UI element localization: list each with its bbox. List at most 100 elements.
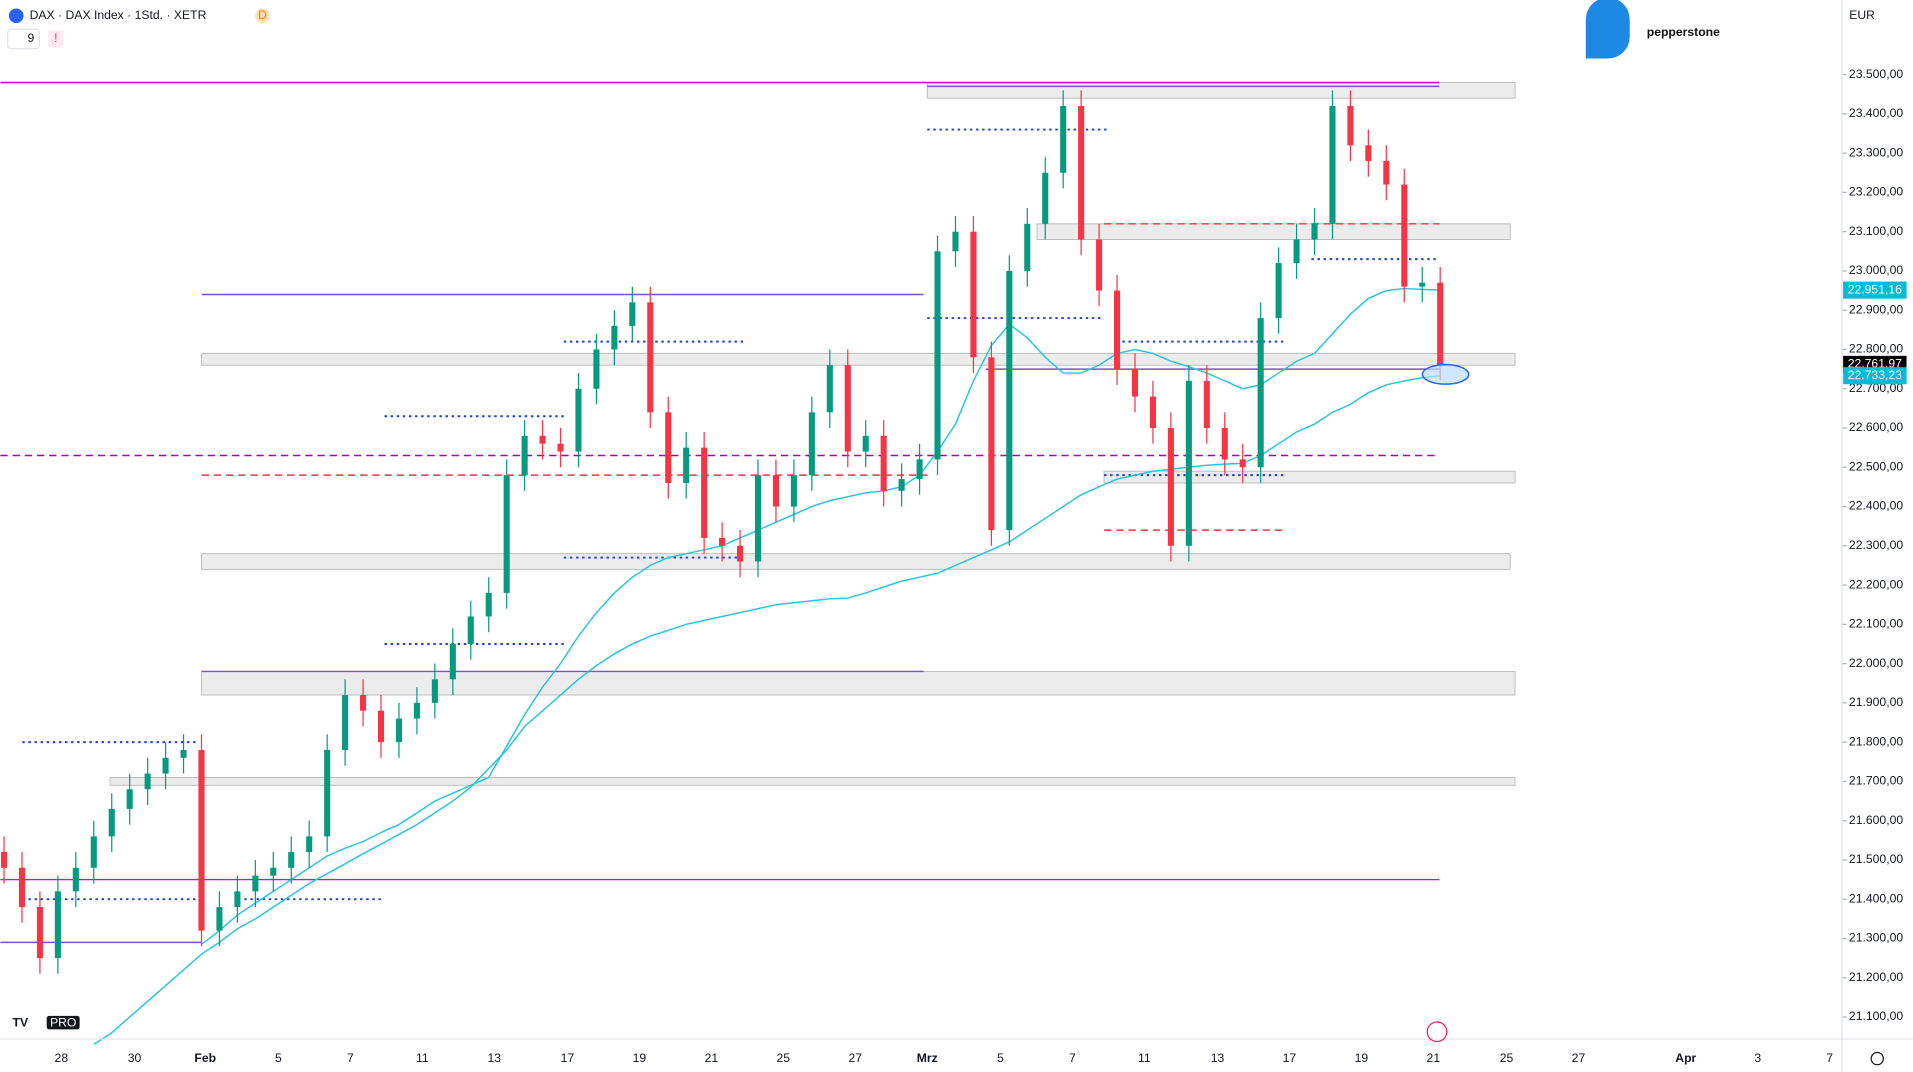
candle-body — [970, 231, 977, 358]
y-tick-label: 21.800,00 — [1849, 734, 1903, 748]
candle-body — [754, 475, 762, 562]
zone — [1036, 223, 1511, 241]
x-tick-label: 19 — [633, 1051, 647, 1065]
candle-body — [395, 718, 403, 743]
candle-body — [18, 867, 26, 908]
candle-body — [36, 907, 43, 959]
candle-body — [808, 412, 815, 476]
y-tick-label: 22.100,00 — [1849, 617, 1903, 631]
candle-body — [0, 852, 8, 868]
candle-body — [1185, 380, 1192, 546]
moving-average — [201, 287, 1441, 945]
y-tick-label: 21.500,00 — [1849, 852, 1903, 866]
x-tick-label: 21 — [1427, 1051, 1441, 1065]
y-tick-label: 22.900,00 — [1849, 302, 1903, 316]
zone — [1103, 470, 1516, 484]
candle-body — [1437, 282, 1444, 365]
y-tick-label: 21.600,00 — [1849, 813, 1903, 827]
candle-body — [826, 365, 833, 413]
symbol-icon — [8, 8, 24, 24]
x-tick-label: 7 — [1069, 1051, 1076, 1065]
candle-body — [1401, 184, 1408, 287]
indicator-toggle[interactable] — [7, 28, 40, 50]
candle-body — [1006, 270, 1013, 531]
candle-body — [1203, 380, 1210, 429]
candle-body — [772, 475, 780, 507]
candle-body — [1329, 106, 1336, 224]
alert-bg — [47, 30, 64, 48]
x-tick-label: 28 — [55, 1051, 69, 1065]
candle-body — [629, 302, 636, 326]
candle-body — [988, 357, 995, 531]
y-tick-label: 23.200,00 — [1849, 185, 1903, 199]
candle-body — [1347, 106, 1354, 146]
candle-body — [1149, 396, 1156, 429]
indicator-count: 9 — [27, 31, 34, 45]
candle-body — [575, 388, 582, 452]
x-tick-label: 7 — [347, 1051, 354, 1065]
price-label: 22.733,23 — [1848, 368, 1902, 382]
y-tick-label: 21.900,00 — [1849, 695, 1903, 709]
candle-body — [521, 435, 528, 476]
candle-body — [467, 616, 474, 644]
y-tick-label: 22.200,00 — [1849, 577, 1903, 591]
candle-body — [1131, 369, 1139, 397]
candle-body — [431, 679, 438, 703]
brand-logo — [1585, 0, 1630, 59]
x-tick-label: 17 — [1283, 1051, 1297, 1065]
candle-body — [844, 365, 851, 452]
currency[interactable]: EUR — [1849, 8, 1875, 22]
candle-body — [1078, 106, 1085, 240]
replay-icon[interactable] — [1426, 1021, 1448, 1043]
x-tick-label: 13 — [1211, 1051, 1225, 1065]
candle-body — [1275, 263, 1282, 319]
y-tick-label: 23.400,00 — [1849, 106, 1903, 120]
candle-body — [719, 537, 726, 546]
candle-body — [1311, 223, 1318, 240]
candle-body — [252, 875, 259, 892]
x-tick-label: 13 — [488, 1051, 502, 1065]
y-tick-label: 22.500,00 — [1849, 459, 1903, 473]
x-tick-label: 19 — [1355, 1051, 1369, 1065]
x-tick-label: 3 — [1754, 1051, 1761, 1065]
candle-body — [665, 412, 672, 483]
candle-body — [306, 836, 313, 853]
y-tick-label: 21.200,00 — [1849, 970, 1903, 984]
y-tick-label: 22.400,00 — [1849, 499, 1903, 513]
candle-body — [1060, 106, 1067, 173]
candle-body — [1221, 428, 1228, 460]
candle-body — [1257, 318, 1264, 468]
settings-icon[interactable] — [1870, 1051, 1884, 1066]
candle-body — [701, 447, 708, 538]
candle-body — [270, 867, 277, 876]
candle-body — [1113, 290, 1121, 370]
moving-average — [93, 375, 1441, 1046]
highlight-ellipse — [1421, 363, 1470, 385]
pro-badge: PRO — [50, 1015, 76, 1029]
candle-body — [557, 443, 564, 452]
candle-body — [880, 435, 887, 491]
candle-body — [1167, 428, 1174, 546]
alert: ! — [54, 31, 57, 45]
price-label: 22.951,16 — [1848, 282, 1902, 296]
candle-body — [485, 592, 492, 617]
y-tick-label: 23.500,00 — [1849, 67, 1903, 81]
candle-body — [360, 695, 367, 711]
x-tick-label: Mrz — [917, 1051, 938, 1065]
candle-body — [108, 808, 115, 837]
x-tick-label: 11 — [416, 1051, 429, 1065]
zone — [201, 553, 1511, 570]
y-tick-label: 21.300,00 — [1849, 931, 1903, 945]
x-tick-label: 5 — [275, 1051, 282, 1065]
y-tick-label: 21.700,00 — [1849, 774, 1903, 788]
y-tick-label: 23.000,00 — [1849, 263, 1903, 277]
pro-badge-bg — [46, 1015, 80, 1030]
price-label-bg — [1843, 281, 1907, 299]
candle-body — [790, 475, 797, 507]
badge-bg — [255, 8, 270, 24]
candle-body — [1293, 239, 1300, 264]
y-tick-label: 22.700,00 — [1849, 381, 1903, 395]
candle-body — [144, 773, 151, 790]
